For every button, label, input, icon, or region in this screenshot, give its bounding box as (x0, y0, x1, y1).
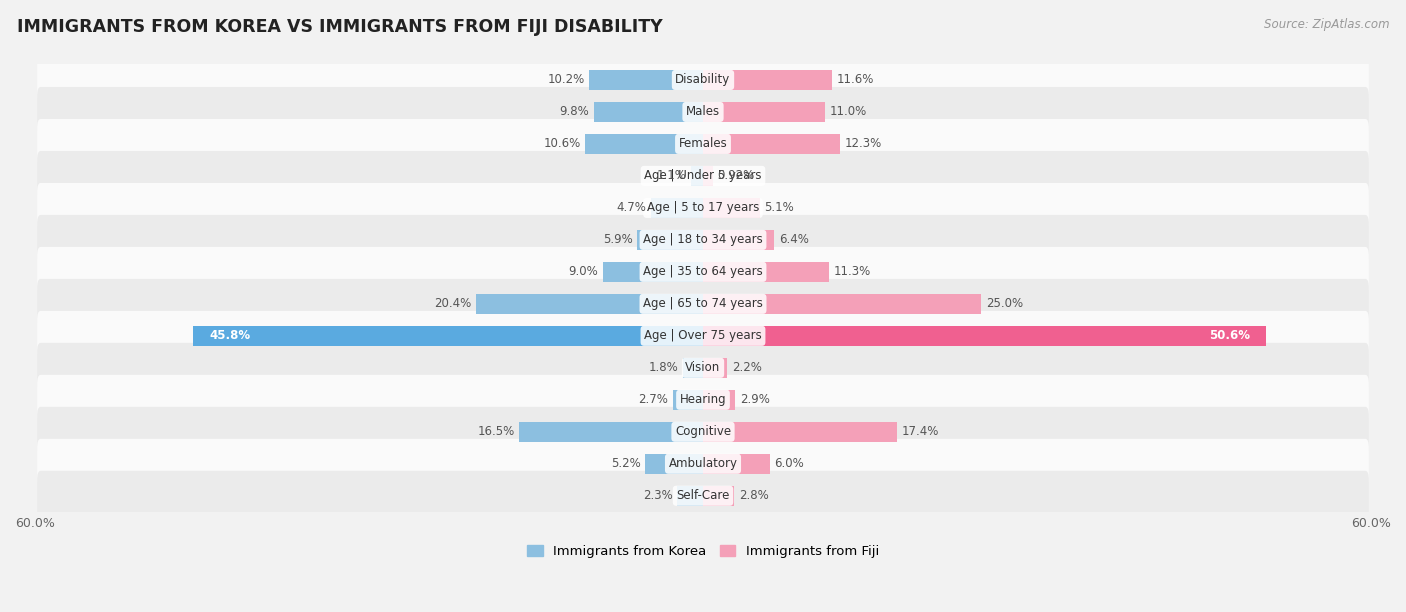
Bar (673, 390, 703, 409)
FancyBboxPatch shape (37, 279, 1369, 329)
Text: Age | 5 to 17 years: Age | 5 to 17 years (647, 201, 759, 214)
FancyBboxPatch shape (37, 471, 1369, 521)
Bar (703, 262, 828, 282)
Text: 1.8%: 1.8% (648, 361, 679, 375)
Text: Age | Over 75 years: Age | Over 75 years (644, 329, 762, 342)
Bar (703, 198, 759, 218)
Bar (703, 166, 713, 186)
Bar (703, 326, 1267, 346)
Bar (593, 102, 703, 122)
Text: 2.7%: 2.7% (638, 394, 668, 406)
Bar (193, 326, 703, 346)
Text: 9.8%: 9.8% (560, 105, 589, 119)
Legend: Immigrants from Korea, Immigrants from Fiji: Immigrants from Korea, Immigrants from F… (522, 540, 884, 564)
Text: 50.6%: 50.6% (1209, 329, 1250, 342)
Text: 12.3%: 12.3% (845, 138, 882, 151)
Text: Ambulatory: Ambulatory (668, 457, 738, 470)
Text: 2.2%: 2.2% (733, 361, 762, 375)
Text: Self-Care: Self-Care (676, 489, 730, 502)
Bar (678, 486, 703, 506)
Bar (703, 486, 734, 506)
FancyBboxPatch shape (37, 407, 1369, 457)
Text: 20.4%: 20.4% (434, 297, 471, 310)
Bar (637, 230, 703, 250)
FancyBboxPatch shape (37, 375, 1369, 425)
FancyBboxPatch shape (37, 343, 1369, 393)
Text: 25.0%: 25.0% (986, 297, 1024, 310)
Bar (645, 454, 703, 474)
Bar (703, 454, 770, 474)
Text: 10.2%: 10.2% (548, 73, 585, 86)
FancyBboxPatch shape (37, 151, 1369, 201)
Bar (703, 294, 981, 314)
Text: Age | 18 to 34 years: Age | 18 to 34 years (643, 233, 763, 247)
FancyBboxPatch shape (37, 87, 1369, 137)
Text: 6.4%: 6.4% (779, 233, 808, 247)
Text: 6.0%: 6.0% (775, 457, 804, 470)
Bar (703, 230, 775, 250)
Text: 5.9%: 5.9% (603, 233, 633, 247)
Text: Hearing: Hearing (679, 394, 727, 406)
FancyBboxPatch shape (37, 215, 1369, 265)
Bar (683, 358, 703, 378)
FancyBboxPatch shape (37, 247, 1369, 297)
Text: 2.9%: 2.9% (740, 394, 769, 406)
Bar (651, 198, 703, 218)
Text: IMMIGRANTS FROM KOREA VS IMMIGRANTS FROM FIJI DISABILITY: IMMIGRANTS FROM KOREA VS IMMIGRANTS FROM… (17, 18, 662, 36)
Bar (703, 358, 727, 378)
Text: Age | 35 to 64 years: Age | 35 to 64 years (643, 266, 763, 278)
Text: 9.0%: 9.0% (568, 266, 599, 278)
Text: 2.3%: 2.3% (643, 489, 673, 502)
Text: 17.4%: 17.4% (901, 425, 939, 438)
FancyBboxPatch shape (37, 439, 1369, 489)
Text: 2.8%: 2.8% (738, 489, 769, 502)
Bar (703, 70, 832, 90)
Bar (703, 102, 825, 122)
Text: 0.92%: 0.92% (717, 170, 755, 182)
Bar (690, 166, 703, 186)
Text: Age | 65 to 74 years: Age | 65 to 74 years (643, 297, 763, 310)
Text: Males: Males (686, 105, 720, 119)
FancyBboxPatch shape (37, 183, 1369, 233)
Bar (589, 70, 703, 90)
Bar (703, 134, 839, 154)
Text: 10.6%: 10.6% (543, 138, 581, 151)
Text: Females: Females (679, 138, 727, 151)
Bar (475, 294, 703, 314)
Bar (703, 390, 735, 409)
Text: 1.1%: 1.1% (657, 170, 686, 182)
Text: Cognitive: Cognitive (675, 425, 731, 438)
Bar (703, 422, 897, 442)
Bar (603, 262, 703, 282)
Text: Disability: Disability (675, 73, 731, 86)
Text: 5.1%: 5.1% (765, 201, 794, 214)
Text: Vision: Vision (685, 361, 721, 375)
Text: 4.7%: 4.7% (616, 201, 647, 214)
Bar (585, 134, 703, 154)
Bar (519, 422, 703, 442)
Text: 11.0%: 11.0% (830, 105, 868, 119)
Text: 45.8%: 45.8% (209, 329, 250, 342)
Text: Age | Under 5 years: Age | Under 5 years (644, 170, 762, 182)
Text: 5.2%: 5.2% (610, 457, 641, 470)
Text: 11.3%: 11.3% (834, 266, 870, 278)
Text: 16.5%: 16.5% (478, 425, 515, 438)
FancyBboxPatch shape (37, 311, 1369, 360)
Text: 11.6%: 11.6% (837, 73, 875, 86)
FancyBboxPatch shape (37, 119, 1369, 169)
Text: Source: ZipAtlas.com: Source: ZipAtlas.com (1264, 18, 1389, 31)
FancyBboxPatch shape (37, 55, 1369, 105)
